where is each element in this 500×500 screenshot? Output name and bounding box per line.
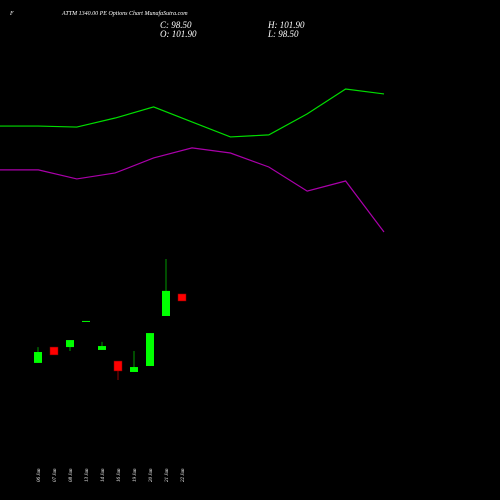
candle-body (98, 346, 106, 350)
x-tick-label: 06 Jan (37, 468, 42, 482)
candle-body (113, 360, 123, 372)
x-tick-label: 19 Jan (133, 468, 138, 482)
open-info: O: 101.90 (160, 29, 197, 39)
candle-body (49, 346, 59, 356)
candle-body (130, 367, 138, 372)
x-tick-label: 07 Jan (53, 468, 58, 482)
candle-body (162, 290, 170, 316)
candle-body (66, 340, 74, 348)
x-tick-label: 22 Jan (181, 468, 186, 482)
chart-title: ATTM 1340.00 PE Options Chart MunafaSutr… (61, 10, 188, 17)
x-tick-label: 21 Jan (165, 468, 170, 482)
candle-body (34, 352, 42, 363)
x-tick-label: 14 Jan (101, 468, 106, 482)
indicator-line (0, 88, 385, 138)
high-info: H: 101.90 (267, 20, 305, 30)
x-tick-label: 20 Jan (149, 468, 154, 482)
x-tick-label: 08 Jan (69, 468, 74, 482)
low-info: L: 98.50 (267, 29, 299, 39)
close-info: C: 98.50 (160, 20, 192, 30)
symbol: F (9, 11, 14, 17)
candle-body (82, 320, 90, 322)
x-tick-label: 13 Jan (85, 468, 90, 482)
candle-body (146, 333, 154, 367)
candle-body (177, 293, 187, 302)
indicator-line (0, 147, 385, 233)
x-tick-label: 16 Jan (117, 468, 122, 482)
